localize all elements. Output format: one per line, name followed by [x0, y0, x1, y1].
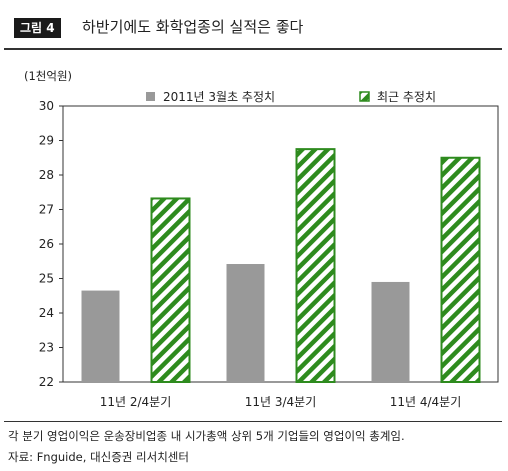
y-tick-label: 23 [39, 341, 54, 355]
y-tick-label: 27 [39, 203, 54, 217]
header-rule [4, 48, 502, 50]
bar-chart: (1천억원) 22 23 24 25 26 27 28 29 30 11년 2/4분기 11년 3/4… [24, 69, 499, 409]
y-unit-label: (1천억원) [24, 69, 72, 83]
legend-label-initial: 2011년 3월초 추정치 [163, 90, 275, 104]
y-tick-label: 30 [39, 99, 54, 113]
x-category-label: 11년 4/4분기 [390, 395, 462, 409]
bar-initial-estimate [226, 264, 265, 382]
y-tick-label: 28 [39, 168, 54, 182]
bar-recent-estimate [150, 197, 191, 383]
x-category-label: 11년 2/4분기 [100, 395, 172, 409]
source-line: 자료: Fnguide, 대신증권 리서치센터 [8, 450, 189, 464]
y-tick-label: 22 [39, 375, 54, 389]
footer-rule [4, 421, 502, 422]
y-tick-label: 24 [39, 306, 54, 320]
bar-initial-estimate [371, 281, 410, 382]
y-tick-label: 29 [39, 134, 54, 148]
legend-swatch-initial [146, 92, 155, 101]
legend-label-recent: 최근 추정치 [377, 90, 436, 104]
figure-title: 하반기에도 화학업종의 실적은 좋다 [82, 18, 304, 36]
y-tick-label: 26 [39, 237, 54, 251]
x-category-label: 11년 3/4분기 [245, 395, 317, 409]
figure-number-badge: 그림 4 [14, 18, 61, 38]
bar-recent-estimate [295, 148, 336, 383]
bar-recent-estimate [440, 156, 481, 383]
plot-frame [62, 105, 499, 383]
legend-swatch-recent [359, 91, 370, 102]
bar-initial-estimate [81, 290, 120, 382]
footnote: 각 분기 영업이익은 운송장비업종 내 시가총액 상위 5개 기업들의 영업이익… [8, 429, 405, 443]
y-tick-label: 25 [39, 272, 54, 286]
figure-header: 그림 4 하반기에도 화학업종의 실적은 좋다 [4, 4, 504, 48]
chart-area: (1천억원) 22 23 24 25 26 27 28 29 30 11년 2/4분기 11년 3/4… [4, 50, 502, 421]
